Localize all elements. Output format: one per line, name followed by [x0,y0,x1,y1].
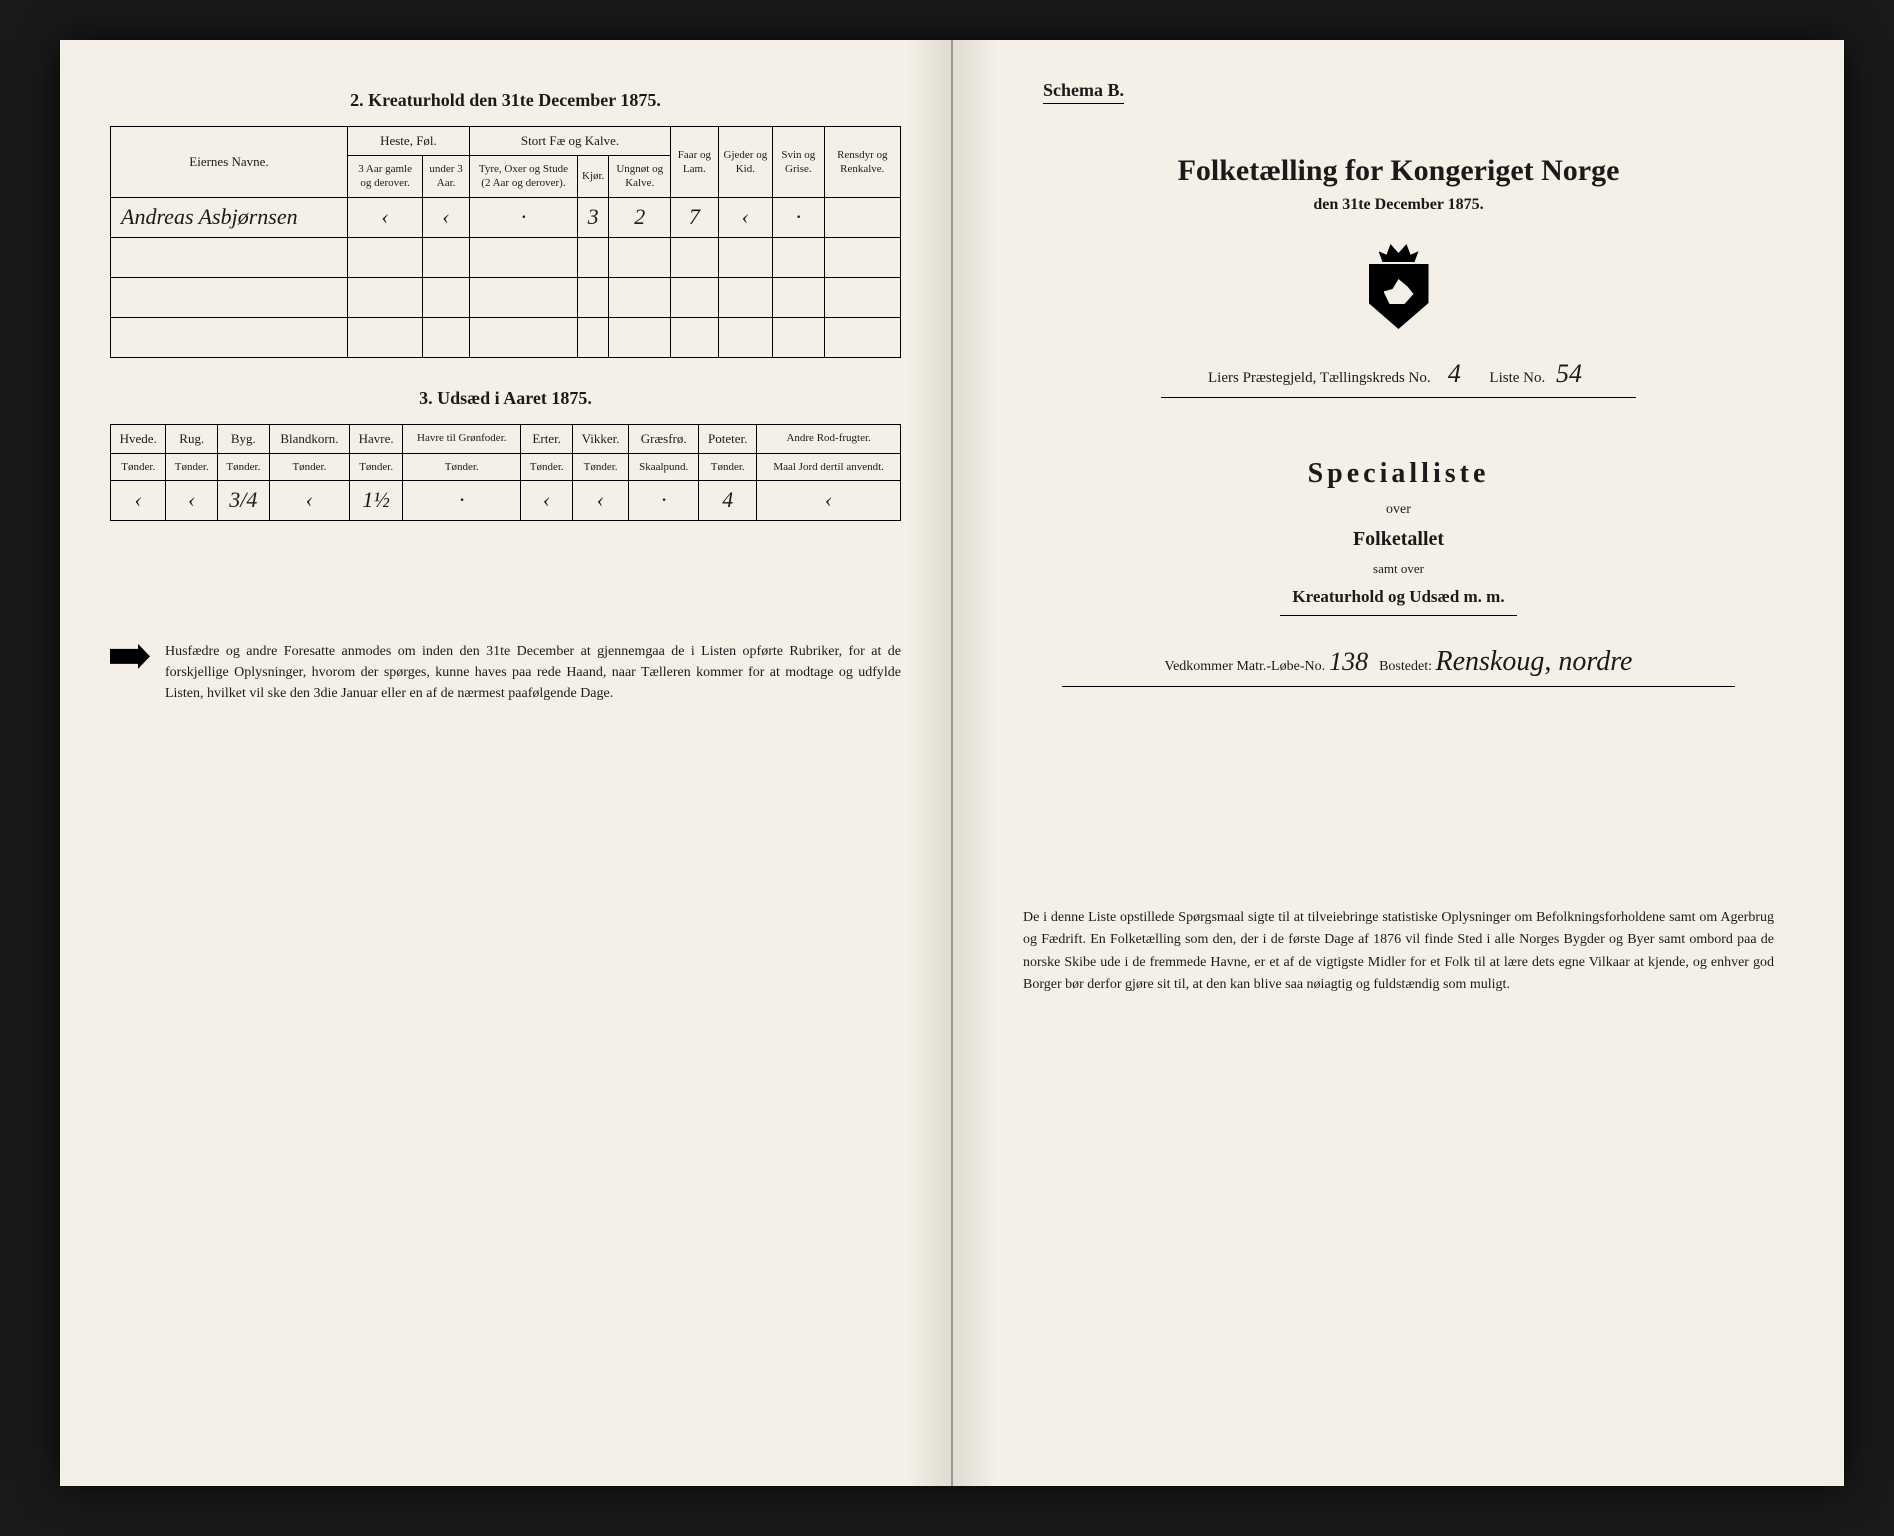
bosted-label: Bostedet: [1379,659,1432,674]
matr-no: 138 [1329,647,1369,677]
th-unit: Tønder. [111,453,166,480]
seed-table: Hvede. Rug. Byg. Blandkorn. Havre. Havre… [110,424,901,521]
divider [1280,615,1517,616]
right-footer-text: De i denne Liste opstillede Spørgsmaal s… [1003,907,1794,997]
th-horses: Heste, Føl. [348,127,470,156]
th-sheep: Faar og Lam. [671,127,719,198]
right-page: Schema B. Folketælling for Kongeriget No… [953,40,1844,1486]
livestock-table: Eiernes Navne. Heste, Føl. Stort Fæ og K… [110,126,901,358]
cell: 7 [671,197,719,237]
th-reindeer: Rensdyr og Renkalve. [824,127,900,198]
cell: ‹ [348,197,423,237]
th: Havre til Grønfoder. [403,424,521,453]
census-book: 2. Kreaturhold den 31te December 1875. E… [60,40,1844,1486]
liste-no: 54 [1549,359,1589,389]
cell: ‹ [521,480,573,520]
table-row: ‹ ‹ 3/4 ‹ 1½ · ‹ ‹ · 4 ‹ [111,480,901,520]
th-unit: Tønder. [572,453,628,480]
table-row [111,277,901,317]
table-row: Andreas Asbjørnsen ‹ ‹ · 3 2 7 ‹ · [111,197,901,237]
cell: ‹ [718,197,772,237]
cell: 1½ [350,480,403,520]
cell: 3/4 [218,480,270,520]
bosted-value: Renskoug, nordre [1435,646,1632,678]
owner-cell: Andreas Asbjørnsen [111,197,348,237]
cell: ‹ [166,480,218,520]
th-cattle: Stort Fæ og Kalve. [469,127,670,156]
property-line: Vedkommer Matr.-Løbe-No. 138 Bostedet: R… [1003,646,1794,678]
cell: · [469,197,577,237]
cell: 4 [699,480,757,520]
footer-text: Husfædre og andre Foresatte anmodes om i… [165,641,901,704]
th-unit: Tønder. [269,453,350,480]
section3-title: 3. Udsæd i Aaret 1875. [110,388,901,409]
schema-label: Schema B. [1043,80,1124,104]
shield-icon [1369,264,1429,329]
th: Byg. [218,424,270,453]
th-unit: Tønder. [521,453,573,480]
census-date: den 31te December 1875. [1003,196,1794,214]
left-page: 2. Kreaturhold den 31te December 1875. E… [60,40,953,1486]
divider [1161,397,1636,398]
th-unit: Tønder. [166,453,218,480]
th-owner: Eiernes Navne. [111,127,348,198]
samt-label: samt over [1003,561,1794,577]
th: Græsfrø. [629,424,699,453]
kreds-no: 4 [1434,359,1474,389]
cell: 2 [609,197,671,237]
th: Vikker. [572,424,628,453]
cell: · [403,480,521,520]
th-unit: Tønder. [350,453,403,480]
vedk-label: Vedkommer Matr.-Løbe-No. [1165,659,1326,674]
divider [1062,686,1734,687]
pointer-icon [110,644,150,669]
over-label: over [1003,502,1794,518]
cell: ‹ [757,480,901,520]
th-unit: Skaalpund. [629,453,699,480]
th: Andre Rod-frugter. [757,424,901,453]
th-h1: 3 Aar gamle og derover. [348,156,423,198]
section2-title: 2. Kreaturhold den 31te December 1875. [110,90,901,111]
specialliste-title: Specialliste [1003,458,1794,490]
th-unit: Tønder. [699,453,757,480]
cell: ‹ [111,480,166,520]
th-pigs: Svin og Grise. [773,127,824,198]
th-c1: Tyre, Oxer og Stude (2 Aar og derover). [469,156,577,198]
th: Poteter. [699,424,757,453]
coat-of-arms-icon [1364,244,1434,329]
cell [824,197,900,237]
parish-label: Liers Præstegjeld, Tællingskreds No. [1208,370,1431,386]
cell: ‹ [572,480,628,520]
table-row [111,317,901,357]
cell: ‹ [269,480,350,520]
kreatur-label: Kreaturhold og Udsæd m. m. [1003,587,1794,607]
cell: · [773,197,824,237]
th-c2: Kjør. [578,156,609,198]
th: Hvede. [111,424,166,453]
parish-line: Liers Præstegjeld, Tællingskreds No. 4 L… [1003,359,1794,389]
liste-label: Liste No. [1489,370,1545,386]
cell: ‹ [423,197,470,237]
left-footer: Husfædre og andre Foresatte anmodes om i… [110,641,901,704]
cell: 3 [578,197,609,237]
th-unit: Maal Jord dertil anvendt. [757,453,901,480]
main-title: Folketælling for Kongeriget Norge [1003,154,1794,188]
folketallet-label: Folketallet [1003,528,1794,551]
cell: · [629,480,699,520]
th: Rug. [166,424,218,453]
table-row [111,237,901,277]
th-goats: Gjeder og Kid. [718,127,772,198]
th: Erter. [521,424,573,453]
th: Blandkorn. [269,424,350,453]
th: Havre. [350,424,403,453]
th-unit: Tønder. [403,453,521,480]
th-h2: under 3 Aar. [423,156,470,198]
th-c3: Ungnøt og Kalve. [609,156,671,198]
th-unit: Tønder. [218,453,270,480]
crown-icon [1379,244,1419,262]
